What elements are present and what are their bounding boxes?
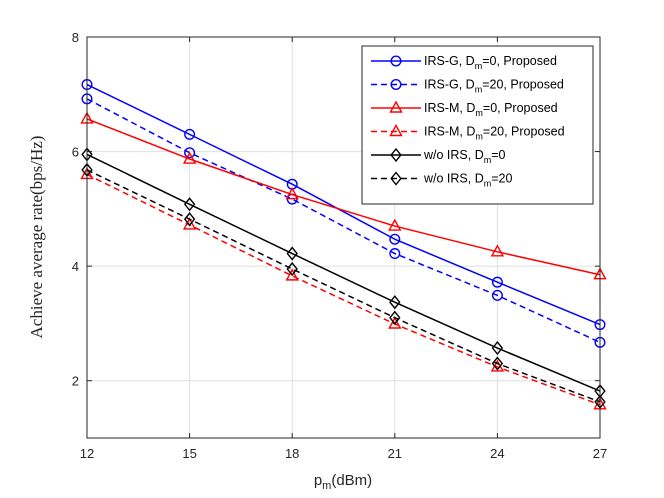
legend-label-rest: =20 [491,172,512,186]
data-point-marker [491,356,504,371]
data-point-marker [286,246,298,261]
data-point-marker [286,261,298,277]
data-point-marker [182,217,197,230]
data-point-marker [389,310,401,325]
data-point-marker [182,151,197,164]
data-point-marker [388,218,402,231]
legend-label-rest: =0, Proposed [483,101,558,115]
legend-label-subscript: m [484,179,492,189]
data-point-marker [389,295,401,310]
series-line [86,169,601,403]
x-tick-label: 12 [80,446,94,461]
legend-label-rest: =20, Proposed [482,78,564,92]
legend-label-main: IRS-M, D [424,101,475,115]
legend-marker [390,78,402,90]
legend-label-subscript: m [475,132,483,142]
legend-label-rest: =0, Proposed [482,54,557,68]
legend-marker [390,55,402,67]
legend-label-rest: =20, Proposed [483,125,565,139]
x-axis-label-subscript: m [322,480,331,492]
legend-marker [390,147,402,163]
legend-label: IRS-G, Dm=20, Proposed [424,78,564,95]
data-point-marker [285,268,299,281]
data-point-marker [389,233,401,245]
legend-label: IRS-M, Dm=0, Proposed [424,101,558,118]
series-line [86,153,601,392]
plot-frame [86,36,601,439]
legend-entry-1: IRS-G, Dm=0, Proposed [371,54,557,71]
legend-marker [390,171,402,186]
y-tick-label: 8 [72,30,79,45]
legend-label-subscript: m [484,155,492,165]
legend-label-subscript: m [475,85,483,95]
legend-marker [389,100,403,113]
series-line [86,173,601,406]
legend-entry-6: w/o IRS, Dm=20 [371,171,513,189]
y-tick-label: 2 [72,374,79,389]
x-tick-label: 18 [285,446,299,461]
data-point-marker [183,212,196,227]
legend-label-main: w/o IRS, D [423,148,484,162]
legend-entry-4: IRS-M, Dm=20, Proposed [371,124,565,142]
data-point-marker [491,276,503,288]
legend-label-main: IRS-M, D [424,125,475,139]
series-layer [80,79,607,410]
legend-label-rest: =0 [491,148,505,162]
y-axis-label: Achieve average rate(bps/Hz) [27,136,46,339]
data-point-marker [184,147,196,159]
data-point-marker [491,340,504,356]
x-tick-label: 21 [388,446,402,461]
legend-label-subscript: m [475,61,483,71]
legend-entry-2: IRS-G, Dm=20, Proposed [371,78,564,95]
data-point-marker [388,316,402,329]
y-tick-label: 6 [72,145,79,160]
x-tick-label: 27 [593,446,607,461]
legend-label-main: w/o IRS, D [423,172,484,186]
legend-label: w/o IRS, Dm=0 [423,148,506,165]
data-point-marker [183,197,196,212]
data-point-marker [491,289,503,301]
series-line [86,98,601,344]
data-point-marker [389,248,401,260]
legend-label: w/o IRS, Dm=20 [423,172,513,189]
x-axis-label: pm(dBm) [314,472,372,492]
legend-label-main: IRS-G, D [424,54,475,68]
x-tick-label: 15 [182,446,196,461]
legend-entry-3: IRS-M, Dm=0, Proposed [371,100,558,118]
y-tick-label: 4 [72,259,79,274]
legend-label-subscript: m [475,108,483,118]
series-line [86,118,601,276]
legend-label: IRS-G, Dm=0, Proposed [424,54,557,71]
series-6 [81,162,606,410]
x-tick-label: 24 [490,446,504,461]
x-axis-label-main: p [314,472,322,489]
legend-marker [389,124,403,137]
data-point-marker [490,244,505,257]
data-point-marker [184,128,196,140]
legend-label: IRS-M, Dm=20, Proposed [424,125,565,142]
legend-entry-5: w/o IRS, Dm=0 [371,147,506,165]
x-axis-label-unit: (dBm) [331,472,372,489]
series-line [86,83,601,326]
data-point-marker [285,187,299,200]
legend-label-main: IRS-G, D [424,78,475,92]
